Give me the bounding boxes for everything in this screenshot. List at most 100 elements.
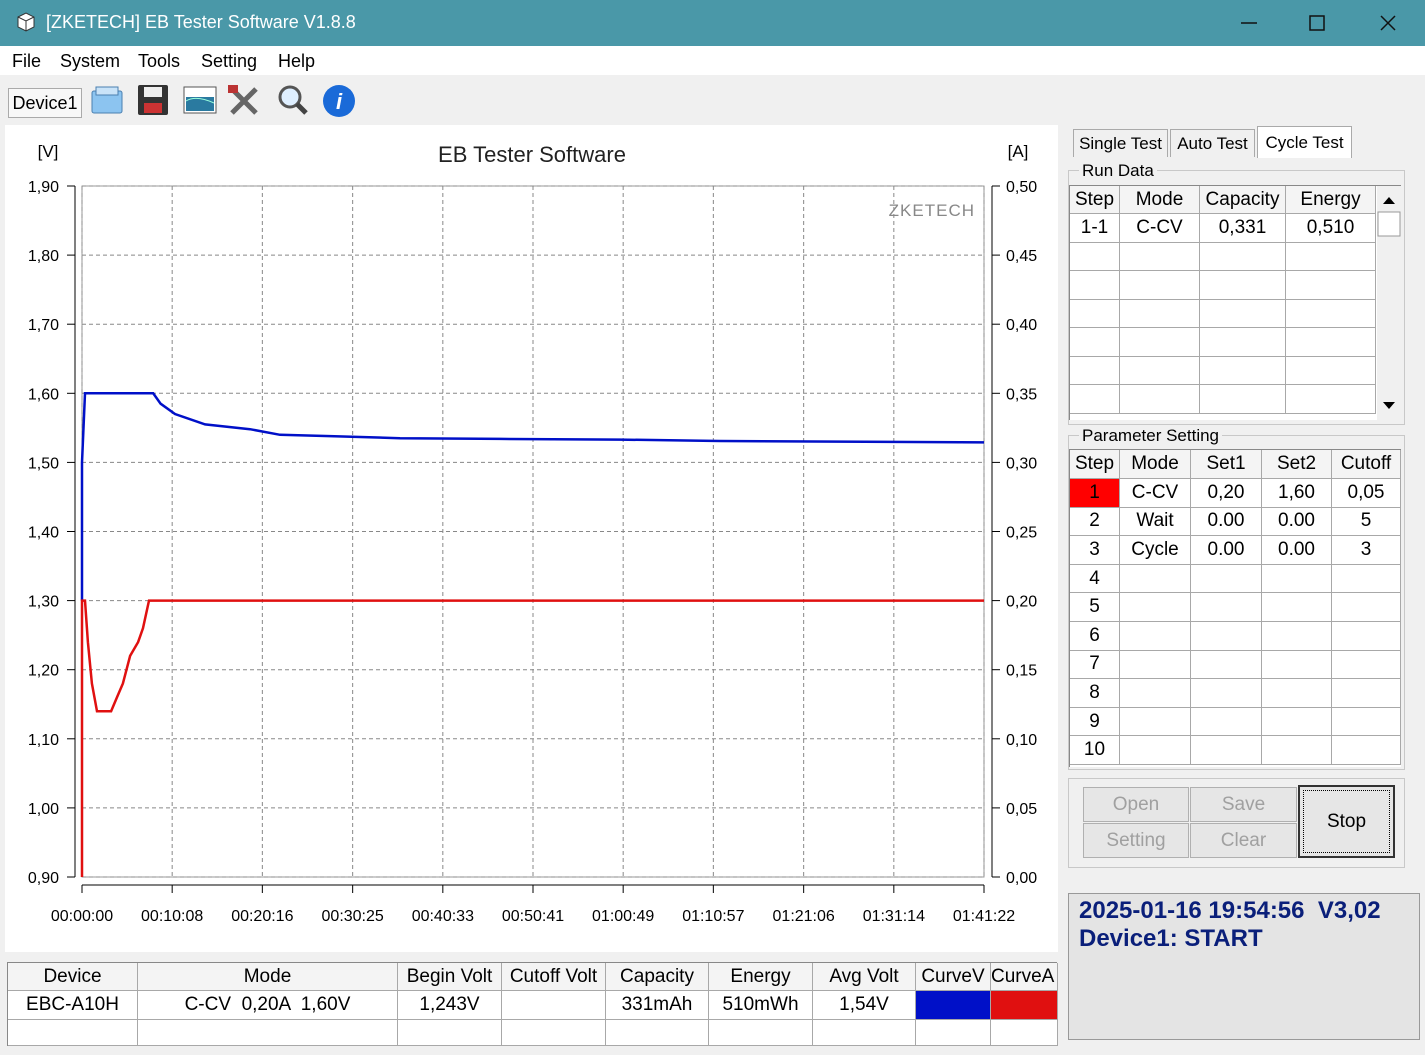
table-cell: Cycle — [1120, 536, 1191, 565]
empty-cell — [1070, 271, 1120, 300]
table-cell: 9 — [1070, 707, 1120, 737]
x-tick-label: 00:40:33 — [412, 908, 474, 925]
scrollbar[interactable] — [1377, 186, 1401, 420]
toolbar: Device1 i — [0, 75, 1425, 123]
table-cell: 7 — [1070, 650, 1120, 680]
y-tick-label: 0,90 — [28, 870, 59, 887]
table-cell: 1,54V — [813, 991, 916, 1020]
x-tick-label: 01:21:06 — [773, 908, 835, 925]
empty-cell — [1262, 736, 1332, 765]
empty-cell — [1262, 622, 1332, 651]
table-cell: EBC-A10H — [8, 991, 138, 1020]
column-header: Device — [8, 963, 138, 991]
empty-cell — [1286, 242, 1376, 271]
column-header: Begin Volt — [398, 963, 502, 991]
toolbar-icons[interactable]: i — [86, 79, 366, 121]
menu-item[interactable]: System — [60, 51, 121, 71]
empty-cell — [1191, 622, 1262, 651]
x-tick-label: 00:00:00 — [51, 908, 113, 925]
series-line — [80, 599, 984, 877]
button-group: Open Save Setting Clear Stop — [1068, 778, 1405, 868]
y-tick-label: 1,80 — [28, 248, 59, 265]
y2-tick-label: 0,15 — [1006, 663, 1037, 680]
tab[interactable]: Cycle Test — [1257, 126, 1352, 158]
empty-cell — [1070, 242, 1120, 271]
empty-cell — [1332, 679, 1401, 708]
x-tick-label: 00:10:08 — [141, 908, 203, 925]
empty-cell — [1191, 707, 1262, 737]
save-button[interactable]: Save — [1190, 787, 1297, 822]
table-cell: Wait — [1120, 507, 1191, 537]
empty-cell — [1120, 271, 1200, 300]
table-cell: 0,331 — [1200, 214, 1286, 243]
empty-cell — [1120, 356, 1200, 385]
window-controls[interactable] — [1230, 8, 1410, 38]
column-header: Capacity — [1200, 186, 1286, 214]
y2-tick-label: 0,20 — [1006, 594, 1037, 611]
empty-cell — [1262, 593, 1332, 622]
table-cell: 1,243V — [398, 991, 502, 1020]
empty-cell — [1286, 328, 1376, 357]
empty-cell — [1286, 299, 1376, 328]
empty-cell — [1286, 356, 1376, 385]
run-data-table: Step Mode Capacity Energy 1-1 C-CV 0,331 0,510 — [1069, 185, 1401, 420]
empty-cell — [1120, 622, 1191, 651]
x-tick-label: 00:50:41 — [502, 908, 564, 925]
empty-cell — [1262, 650, 1332, 680]
y2-tick-label: 0,50 — [1006, 179, 1037, 196]
table-cell: 5 — [1332, 507, 1401, 537]
y-tick-label: 1,60 — [28, 386, 59, 403]
empty-cell — [1332, 707, 1401, 737]
empty-cell — [1200, 385, 1286, 414]
empty-cell — [1262, 564, 1332, 594]
table-cell: 0.00 — [1262, 536, 1332, 565]
chart: EB Tester Software [V] [A] ZKETECH 0,90 1,00 1… — [28, 142, 1037, 925]
empty-cell — [502, 991, 606, 1020]
table-cell: 510mWh — [709, 991, 813, 1020]
table-cell: 5 — [1070, 593, 1120, 622]
table-cell: 0,05 — [1332, 479, 1401, 508]
chart-title: EB Tester Software — [438, 142, 626, 167]
empty-cell — [8, 1020, 138, 1046]
empty-cell — [138, 1020, 398, 1046]
menu-item[interactable]: Setting — [201, 51, 258, 71]
empty-cell — [1070, 299, 1120, 328]
setting-button[interactable]: Setting — [1083, 823, 1189, 858]
status-line: 2025-01-16 19:54:56 V3,02 — [1079, 897, 1381, 924]
series-line — [80, 392, 985, 601]
table-cell: C-CV — [1120, 479, 1191, 508]
device-tab[interactable]: Device1 — [8, 88, 82, 118]
summary-table: Device Mode Begin Volt Cutoff Volt Capacity E… — [7, 962, 1058, 1046]
y-tick-label: 1,50 — [28, 455, 59, 472]
empty-cell — [1200, 299, 1286, 328]
empty-cell — [1191, 650, 1262, 680]
menu-bar: File System Tools Setting Help — [0, 46, 1425, 75]
table-cell: 2 — [1070, 507, 1120, 537]
clear-button[interactable]: Clear — [1190, 823, 1297, 858]
tab[interactable]: Single Test — [1073, 129, 1168, 157]
menu-item[interactable]: File — [12, 51, 42, 71]
menu-item[interactable]: Help — [278, 51, 316, 71]
empty-cell — [813, 1020, 916, 1046]
empty-cell — [606, 1020, 709, 1046]
column-header: CurveV — [916, 963, 991, 991]
table-cell: 0.00 — [1191, 507, 1262, 537]
open-button[interactable]: Open — [1083, 787, 1189, 822]
empty-cell — [1191, 679, 1262, 708]
tab[interactable]: Auto Test — [1170, 129, 1255, 157]
column-header: Set2 — [1262, 450, 1332, 479]
stop-button[interactable]: Stop — [1298, 785, 1395, 858]
column-header: Mode — [138, 963, 398, 991]
parameter-table: Step Mode Set1 Set2 Cutoff 1 C-CV 0,20 1,60 0,05 2… — [1069, 449, 1401, 767]
empty-cell — [1120, 385, 1200, 414]
tab-strip: Single Test Auto Test Cycle Test — [1068, 126, 1408, 158]
empty-cell — [1262, 679, 1332, 708]
column-header: Set1 — [1191, 450, 1262, 479]
empty-cell — [1120, 328, 1200, 357]
menu-item[interactable]: Tools — [138, 51, 181, 71]
y2-tick-label: 0,05 — [1006, 801, 1037, 818]
app-icon — [17, 12, 35, 32]
table-cell: 0,510 — [1286, 214, 1376, 243]
empty-cell — [1120, 650, 1191, 680]
